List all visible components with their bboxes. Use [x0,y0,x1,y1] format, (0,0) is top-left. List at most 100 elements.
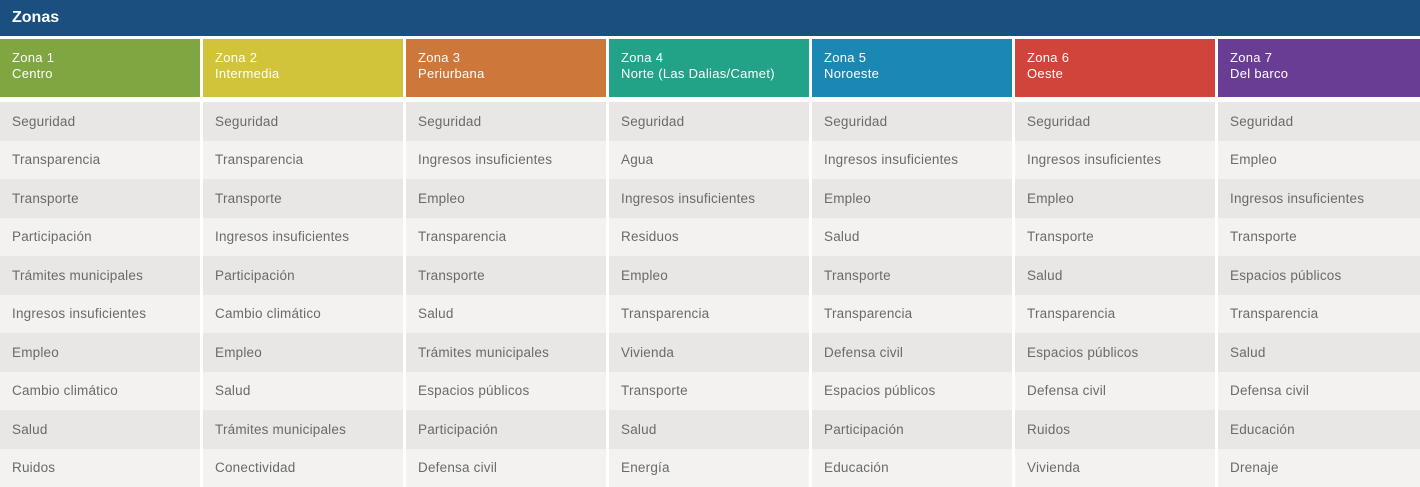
table-cell: Salud [203,371,403,410]
zona-column-1: Zona 1 Centro Seguridad Transparencia Tr… [0,39,203,487]
table-cell: Agua [609,140,809,179]
table-cell: Cambio climático [203,294,403,333]
zona-subtitle: Del barco [1230,66,1289,81]
table-cell: Empleo [203,333,403,372]
table-cell: Transparencia [203,140,403,179]
zona-name: Zona 3 [418,50,461,65]
table-cell: Empleo [609,256,809,295]
table-cell: Ingresos insuficientes [1015,140,1215,179]
table-cell: Ingresos insuficientes [609,179,809,218]
table-cell: Transporte [1015,217,1215,256]
table-cell: Participación [203,256,403,295]
table-cell: Empleo [406,179,606,218]
table-cell: Transporte [203,179,403,218]
zona-name: Zona 5 [824,50,867,65]
zona-column-4: Zona 4 Norte (Las Dalias/Camet) Segurida… [609,39,812,487]
zona-column-2: Zona 2 Intermedia Seguridad Transparenci… [203,39,406,487]
table-cell: Transparencia [1218,294,1420,333]
title-divider [0,36,1420,39]
header-spacer [406,97,606,102]
table-cell: Trámites municipales [0,256,200,295]
zona-name: Zona 2 [215,50,258,65]
zonas-table: Zona 1 Centro Seguridad Transparencia Tr… [0,39,1420,487]
table-cell: Ingresos insuficientes [406,140,606,179]
zona-subtitle: Noroeste [824,66,880,81]
zona-name: Zona 1 [12,50,55,65]
table-cell: Residuos [609,217,809,256]
table-cell: Vivienda [1015,448,1215,487]
zona-subtitle: Intermedia [215,66,280,81]
table-cell: Transporte [1218,217,1420,256]
table-cell: Seguridad [203,102,403,141]
table-cell: Empleo [1218,140,1420,179]
header-spacer [0,97,200,102]
zona-header-7: Zona 7 Del barco [1218,39,1420,97]
header-spacer [1218,97,1420,102]
table-cell: Conectividad [203,448,403,487]
table-cell: Ruidos [1015,410,1215,449]
table-cell: Educación [812,448,1012,487]
zona-subtitle: Periurbana [418,66,485,81]
table-cell: Trámites municipales [406,333,606,372]
table-cell: Seguridad [1218,102,1420,141]
table-cell: Ingresos insuficientes [203,217,403,256]
table-cell: Ingresos insuficientes [1218,179,1420,218]
table-cell: Espacios públicos [406,371,606,410]
header-spacer [1015,97,1215,102]
table-cell: Espacios públicos [1218,256,1420,295]
zona-header-1: Zona 1 Centro [0,39,200,97]
table-cell: Participación [0,217,200,256]
zona-column-7: Zona 7 Del barco Seguridad Empleo Ingres… [1218,39,1420,487]
zona-subtitle: Centro [12,66,53,81]
table-cell: Ingresos insuficientes [812,140,1012,179]
table-cell: Transparencia [0,140,200,179]
zona-column-6: Zona 6 Oeste Seguridad Ingresos insufici… [1015,39,1218,487]
zona-header-6: Zona 6 Oeste [1015,39,1215,97]
table-cell: Drenaje [1218,448,1420,487]
table-cell: Seguridad [1015,102,1215,141]
table-cell: Transparencia [406,217,606,256]
table-cell: Transparencia [1015,294,1215,333]
table-cell: Energía [609,448,809,487]
zona-header-3: Zona 3 Periurbana [406,39,606,97]
header-spacer [203,97,403,102]
table-cell: Cambio climático [0,371,200,410]
table-cell: Ruidos [0,448,200,487]
zona-column-5: Zona 5 Noroeste Seguridad Ingresos insuf… [812,39,1015,487]
header-spacer [609,97,809,102]
table-cell: Transporte [0,179,200,218]
table-cell: Empleo [1015,179,1215,218]
table-cell: Salud [1015,256,1215,295]
zona-name: Zona 6 [1027,50,1070,65]
zona-column-3: Zona 3 Periurbana Seguridad Ingresos ins… [406,39,609,487]
table-cell: Transporte [609,371,809,410]
table-cell: Defensa civil [1015,371,1215,410]
table-cell: Seguridad [609,102,809,141]
table-cell: Vivienda [609,333,809,372]
table-cell: Seguridad [0,102,200,141]
table-cell: Educación [1218,410,1420,449]
table-cell: Espacios públicos [1015,333,1215,372]
table-cell: Transparencia [609,294,809,333]
zona-header-2: Zona 2 Intermedia [203,39,403,97]
table-cell: Transporte [406,256,606,295]
table-cell: Transporte [812,256,1012,295]
table-cell: Empleo [812,179,1012,218]
table-cell: Defensa civil [812,333,1012,372]
table-cell: Participación [406,410,606,449]
zona-header-4: Zona 4 Norte (Las Dalias/Camet) [609,39,809,97]
table-cell: Salud [812,217,1012,256]
table-cell: Salud [609,410,809,449]
table-title-bar: Zonas [0,0,1420,36]
zona-subtitle: Oeste [1027,66,1064,81]
zona-name: Zona 7 [1230,50,1273,65]
table-cell: Salud [0,410,200,449]
table-cell: Participación [812,410,1012,449]
table-cell: Seguridad [812,102,1012,141]
zona-subtitle: Norte (Las Dalias/Camet) [621,66,775,81]
table-cell: Ingresos insuficientes [0,294,200,333]
table-cell: Empleo [0,333,200,372]
table-cell: Espacios públicos [812,371,1012,410]
header-spacer [812,97,1012,102]
zona-header-5: Zona 5 Noroeste [812,39,1012,97]
